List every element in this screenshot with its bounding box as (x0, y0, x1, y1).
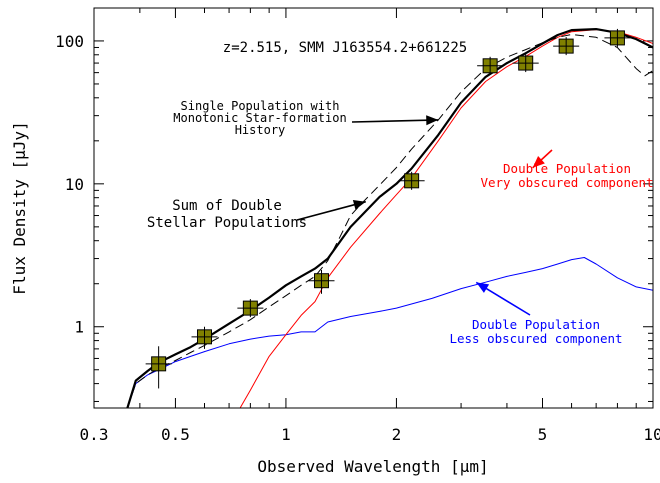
y-tick-label: 10 (65, 175, 84, 194)
y-tick-label: 1 (74, 318, 84, 337)
plot-frame (93, 7, 654, 409)
annotation-arrow-shaft (351, 119, 439, 123)
series-line (239, 29, 653, 408)
annotation-arrow-head (532, 155, 545, 168)
x-tick-label: 10 (643, 425, 660, 444)
x-axis-label: Observed Wavelength [μm] (257, 457, 488, 476)
series-line (126, 257, 653, 408)
tick-labels: 0.3 0.5 1 2 5 10 1 10 100 (55, 32, 660, 444)
series-line (126, 28, 653, 408)
x-tick-label: 0.3 (80, 425, 109, 444)
annotation-text: Sum of Double (172, 198, 282, 214)
model-curves (126, 28, 653, 408)
annotation-arrow-head (426, 115, 439, 126)
photometry-points (145, 28, 631, 389)
series-line (126, 34, 653, 408)
x-tick-label: 1 (281, 425, 291, 444)
annotation-text: Less obscured component (449, 331, 622, 346)
annotation-text: Single Population with (181, 99, 340, 113)
axis-ticks (93, 8, 654, 408)
annotation-text: History (235, 123, 286, 137)
annotation-text: Stellar Populations (147, 215, 307, 231)
annotation-arrow-head (352, 199, 366, 210)
annotation-arrow-head (476, 282, 490, 293)
annotation-text: Monotonic Star-formation (173, 111, 346, 125)
x-tick-label: 2 (392, 425, 402, 444)
annotation-text: Double Population (503, 161, 631, 176)
annotation-text: Double Population (472, 317, 600, 332)
x-tick-label: 0.5 (161, 425, 190, 444)
y-axis-label: Flux Density [μJy] (10, 121, 29, 294)
x-tick-label: 5 (538, 425, 548, 444)
y-tick-label: 100 (55, 32, 84, 51)
chart-title: z=2.515, SMM J163554.2+661225 (223, 40, 467, 56)
annotation-text: Very obscured component (480, 175, 653, 190)
